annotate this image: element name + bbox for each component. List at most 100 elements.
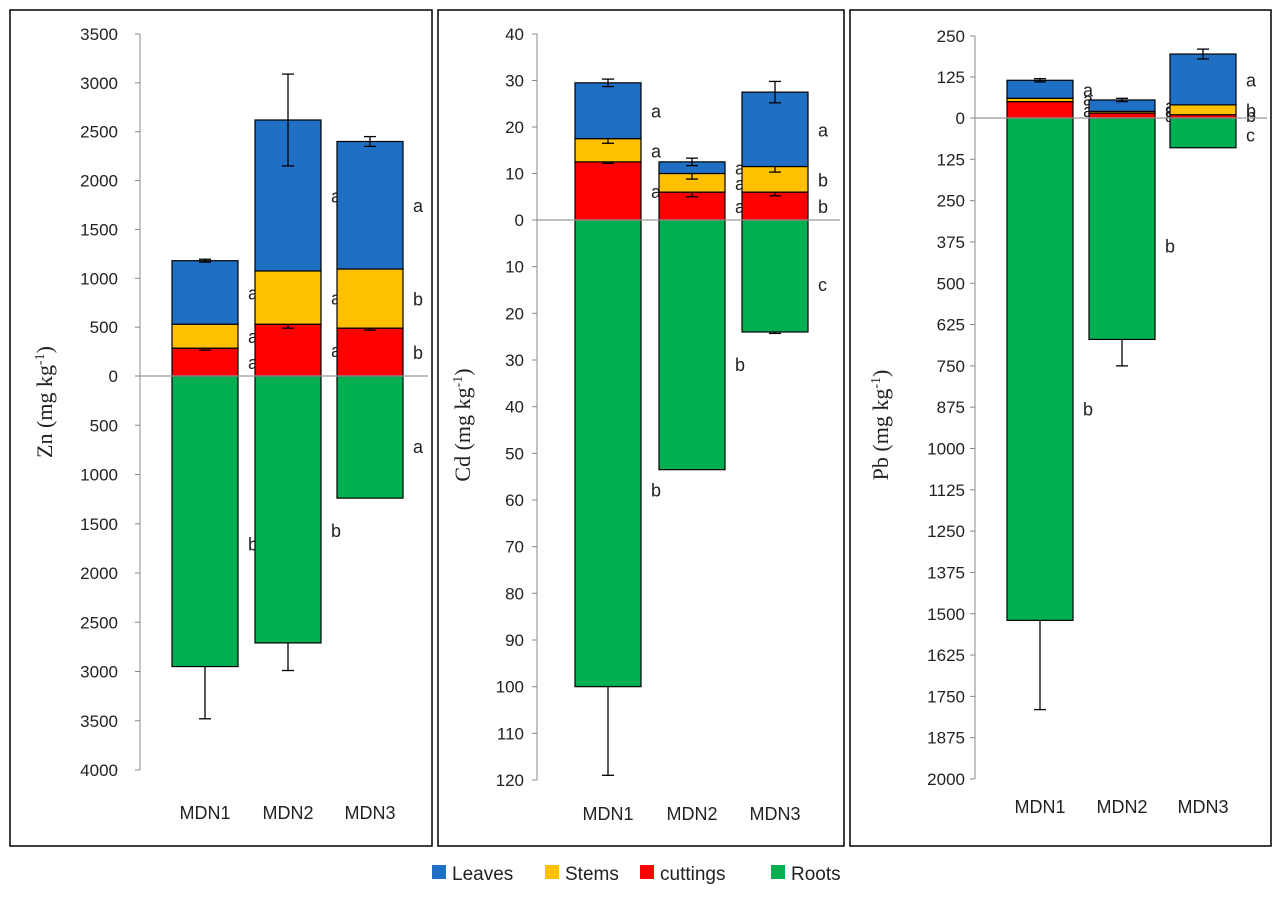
y-ticks: 0 10 20 30 40 10 20 30 40 50 60 70 80 90 100 110 120 [496,25,537,790]
y-tick-label: 2500 [80,123,118,142]
y-ticks: 0 125 250 125 250 375 500 625 750 875 1000 1125 1250… [927,27,975,789]
letter-roots: c [818,275,827,295]
y-tick-label: 1750 [927,687,965,706]
x-tick-label: MDN3 [749,804,800,824]
y-tick-label: 70 [505,538,524,557]
letter-stems: a [248,327,259,347]
bar-roots [741,219,809,333]
bar-roots [658,219,726,471]
letter-cuttings: a [248,353,259,373]
y-tick-label: 10 [505,258,524,277]
y-tick-label: 1000 [80,269,118,288]
letter-roots: b [735,355,745,375]
bar-roots [1169,117,1237,149]
y-tick-label: 625 [937,316,965,335]
y-tick-label: 20 [505,118,524,137]
letter-cuttings: a [651,182,662,202]
bar-roots [171,375,239,668]
legend-label: cuttings [660,864,725,885]
chart-zn: 0 500 1000 1500 2000 2500 3000 3500 500 1000 1500 2… [32,25,428,823]
y-tick-label: 2500 [80,613,118,632]
x-tick-label: MDN3 [1177,797,1228,817]
y-tick-label: 500 [937,274,965,293]
y-tick-label: 125 [937,150,965,169]
y-tick-label: 1625 [927,646,965,665]
bar-roots [574,219,642,688]
x-tick-label: MDN2 [666,804,717,824]
legend-label: Leaves [452,864,513,885]
letter-leaves: a [735,159,746,179]
x-tick-label: MDN1 [582,804,633,824]
legend-item-cuttings: cuttings [640,864,725,885]
y-tick-label: 1500 [80,220,118,239]
y-tick-label: 1000 [927,440,965,459]
y-tick-label: 3500 [80,25,118,44]
letter-leaves: a [1246,70,1257,90]
letter-roots: b [248,535,258,555]
legend-swatch [545,865,559,879]
y-tick-label: 250 [937,27,965,46]
legend-swatch [771,865,785,879]
y-tick-label: 100 [496,678,524,697]
chart-pb: 0 125 250 125 250 375 500 625 750 875 1000 1125 1250… [868,27,1267,817]
letter-cuttings: a [735,197,746,217]
bar-cuttings [1088,112,1156,119]
y-tick-label: 3000 [80,663,118,682]
legend-swatch [640,865,654,879]
y-tick-label: 0 [956,109,965,128]
y-tick-label: 3000 [80,74,118,93]
legend-item-stems: Stems [545,864,619,885]
y-tick-label: 1375 [927,563,965,582]
x-tick-label: MDN1 [179,803,230,823]
y-tick-label: 1500 [80,515,118,534]
y-tick-label: 2000 [80,172,118,191]
y-tick-label: 2000 [927,770,965,789]
legend-swatch [432,865,446,879]
bar-group-mdn2: baaabMDN2 [254,73,351,823]
y-tick-label: 20 [505,304,524,323]
letter-stems: a [651,141,662,161]
bar-roots [1006,117,1074,621]
bar-leaves [1006,79,1074,99]
legend-label: Stems [565,864,619,885]
chart-cd: 0 10 20 30 40 10 20 30 40 50 60 70 80 90 100 110 120 Cd (… [450,25,840,824]
letter-stems: a [735,174,746,194]
bar-cuttings [1006,100,1074,119]
bar-roots [336,375,404,499]
letter-roots: b [1083,399,1093,419]
y-tick-label: 80 [505,584,524,603]
bar-cuttings [254,323,322,377]
y-tick-label: 110 [497,724,524,743]
letter-cuttings: b [1246,106,1256,126]
letter-cuttings: b [413,343,423,363]
letter-stems: b [818,170,828,190]
legend-item-roots: Roots [771,864,841,885]
legend: Leaves Stems cuttings Roots [432,864,841,885]
y-tick-label: 1000 [80,466,118,485]
y-tick-label: 120 [496,771,524,790]
y-tick-label: 750 [937,357,965,376]
bar-group-mdn3: c bb a MDN3 [741,80,829,824]
y-tick-label: 0 [515,211,524,230]
letter-leaves: a [818,120,829,140]
y-tick-label: 1125 [928,481,965,500]
y-tick-label: 500 [90,318,118,337]
bar-roots [254,375,322,644]
bar-leaves [1169,53,1237,106]
letter-cuttings: b [818,197,828,217]
bar-stems [336,268,404,329]
y-tick-label: 0 [109,367,118,386]
y-tick-label: 40 [505,25,524,44]
bar-leaves [574,82,642,140]
y-tick-label: 3500 [80,712,118,731]
y-tick-label: 250 [937,192,965,211]
x-tick-label: MDN3 [344,803,395,823]
bar-cuttings [336,327,404,377]
bar-leaves [336,140,404,270]
